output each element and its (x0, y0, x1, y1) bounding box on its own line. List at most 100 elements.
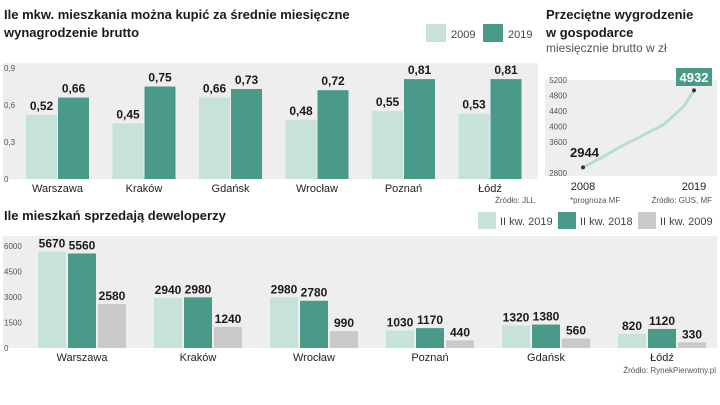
chart3-value-label: 2580 (99, 289, 126, 303)
chart3-bar (330, 331, 358, 348)
chart3-value-label: 2980 (185, 282, 212, 296)
chart2-title-line1: Przeciętne wygrodzenie (546, 7, 693, 22)
chart1-value-label: 0,72 (321, 74, 345, 88)
chart1-bar (199, 97, 230, 179)
chart3-value-label: 2940 (155, 283, 182, 297)
chart3-value-label: 5670 (39, 237, 66, 251)
chart3-value-label: 440 (450, 326, 470, 340)
chart3-legend-swatch-2009 (638, 212, 656, 229)
chart1-category-label: Poznań (385, 183, 422, 195)
chart3-value-label: 1120 (649, 314, 675, 328)
chart2-panel (545, 80, 717, 176)
chart3-bar (184, 297, 212, 348)
chart3-bar (98, 304, 126, 348)
chart1-bar (404, 79, 435, 179)
chart1-ytick: 0,9 (4, 64, 16, 73)
chart3-bar (648, 328, 676, 348)
chart3-category-label: Warszawa (57, 352, 109, 364)
chart1-ytick: 0,6 (4, 101, 16, 110)
chart3-category-label: Kraków (180, 352, 217, 364)
chart3-value-label: 2780 (301, 286, 328, 300)
chart3-value-label: 330 (682, 327, 702, 341)
chart1-legend-label-2019: 2019 (508, 29, 532, 41)
chart1-bar (144, 86, 176, 179)
chart3-bar (300, 300, 328, 348)
chart3-bar (562, 338, 590, 348)
chart1-category-label: Wrocław (296, 183, 338, 195)
chart3-bar (416, 328, 444, 348)
chart1-bar (285, 119, 317, 179)
chart2-ytick: 4400 (549, 107, 567, 116)
chart3-bar (678, 342, 706, 348)
chart1-bar (372, 111, 403, 179)
chart1-title-line2: wynagrodzenie brutto (3, 25, 139, 40)
chart1-category-label: Warszawa (32, 183, 84, 195)
chart2-ytick: 2800 (549, 169, 567, 178)
chart2-xtick-label: 2008 (571, 181, 595, 193)
chart3-ytick: 4500 (4, 268, 22, 277)
chart3-ytick: 6000 (4, 242, 22, 251)
chart1-bar (26, 114, 57, 179)
chart1-value-label: 0,53 (462, 98, 486, 112)
chart3-value-label: 990 (334, 316, 354, 330)
chart1-value-label: 0,81 (494, 63, 518, 77)
chart1-category-label: Łódź (478, 183, 502, 195)
chart1-value-label: 0,75 (148, 71, 172, 85)
chart2-source: Źródło: GUS, MF (652, 196, 713, 205)
chart3-bar (502, 325, 530, 348)
chart3-bar (446, 340, 474, 348)
chart3-legend-label-2018: II kw. 2018 (580, 216, 633, 228)
chart3-category-label: Łódź (650, 352, 674, 364)
chart2-xtick-label: 2019 (682, 181, 706, 193)
chart1-value-label: 0,73 (235, 73, 259, 87)
chart3-ytick: 1500 (4, 319, 22, 328)
chart2-note: *prognoza MF (570, 196, 620, 205)
chart2-subtitle: miesięcznie brutto w zł (546, 41, 667, 55)
chart1-value-label: 0,45 (116, 108, 140, 122)
chart2-end-point (692, 88, 696, 93)
chart1-source: Źródło: JLL (495, 196, 536, 205)
chart1-bar (458, 113, 490, 179)
chart1-value-label: 0,48 (289, 104, 313, 118)
chart2-ytick: 4000 (549, 123, 567, 132)
chart2-series-line (581, 88, 696, 169)
chart2-ytick: 4800 (549, 92, 567, 101)
chart3-category-label: Gdańsk (527, 352, 565, 364)
chart1-bar (317, 90, 349, 179)
chart3-value-label: 820 (622, 319, 642, 333)
chart3-legend-swatch-2019 (478, 212, 496, 229)
chart1-panel (3, 63, 538, 179)
chart3-bar (270, 297, 298, 348)
chart1-bar (231, 88, 262, 179)
chart1-legend-swatch-2009 (426, 24, 446, 42)
chart1-value-label: 0,66 (62, 82, 86, 96)
chart3-value-label: 1240 (215, 312, 242, 326)
chart2-title-line2: w gospodarce (545, 25, 633, 40)
chart2-end-label-box (676, 68, 712, 86)
chart3-bar (618, 334, 646, 348)
chart3-value-label: 5560 (69, 238, 96, 252)
chart1-value-label: 0,66 (203, 82, 227, 96)
chart3-ytick: 0 (4, 344, 9, 353)
chart3-value-label: 560 (566, 323, 586, 337)
chart3-bar (154, 298, 182, 348)
chart1-value-label: 0,52 (30, 99, 54, 113)
chart3-ytick: 3000 (4, 293, 22, 302)
chart2-ytick: 5200 (549, 76, 567, 85)
chart1-value-label: 0,81 (408, 63, 432, 77)
chart1-bar (112, 123, 144, 179)
chart3-bar (386, 330, 414, 348)
chart2-end-label: 4932 (680, 70, 709, 85)
chart1-bar (58, 97, 89, 179)
chart2-start-label: 2944 (570, 145, 600, 160)
chart3-bar (214, 326, 242, 348)
chart2-start-point (581, 165, 585, 170)
chart3-legend-label-2019: II kw. 2019 (500, 216, 553, 228)
chart3-source: Źródło: RynekPierwotny.pl (623, 366, 716, 375)
chart3-category-label: Wrocław (293, 352, 335, 364)
chart3-bar (68, 253, 96, 348)
chart1-ytick: 0,3 (4, 138, 16, 147)
chart3-category-label: Poznań (411, 352, 448, 364)
chart1-value-label: 0,55 (376, 95, 400, 109)
